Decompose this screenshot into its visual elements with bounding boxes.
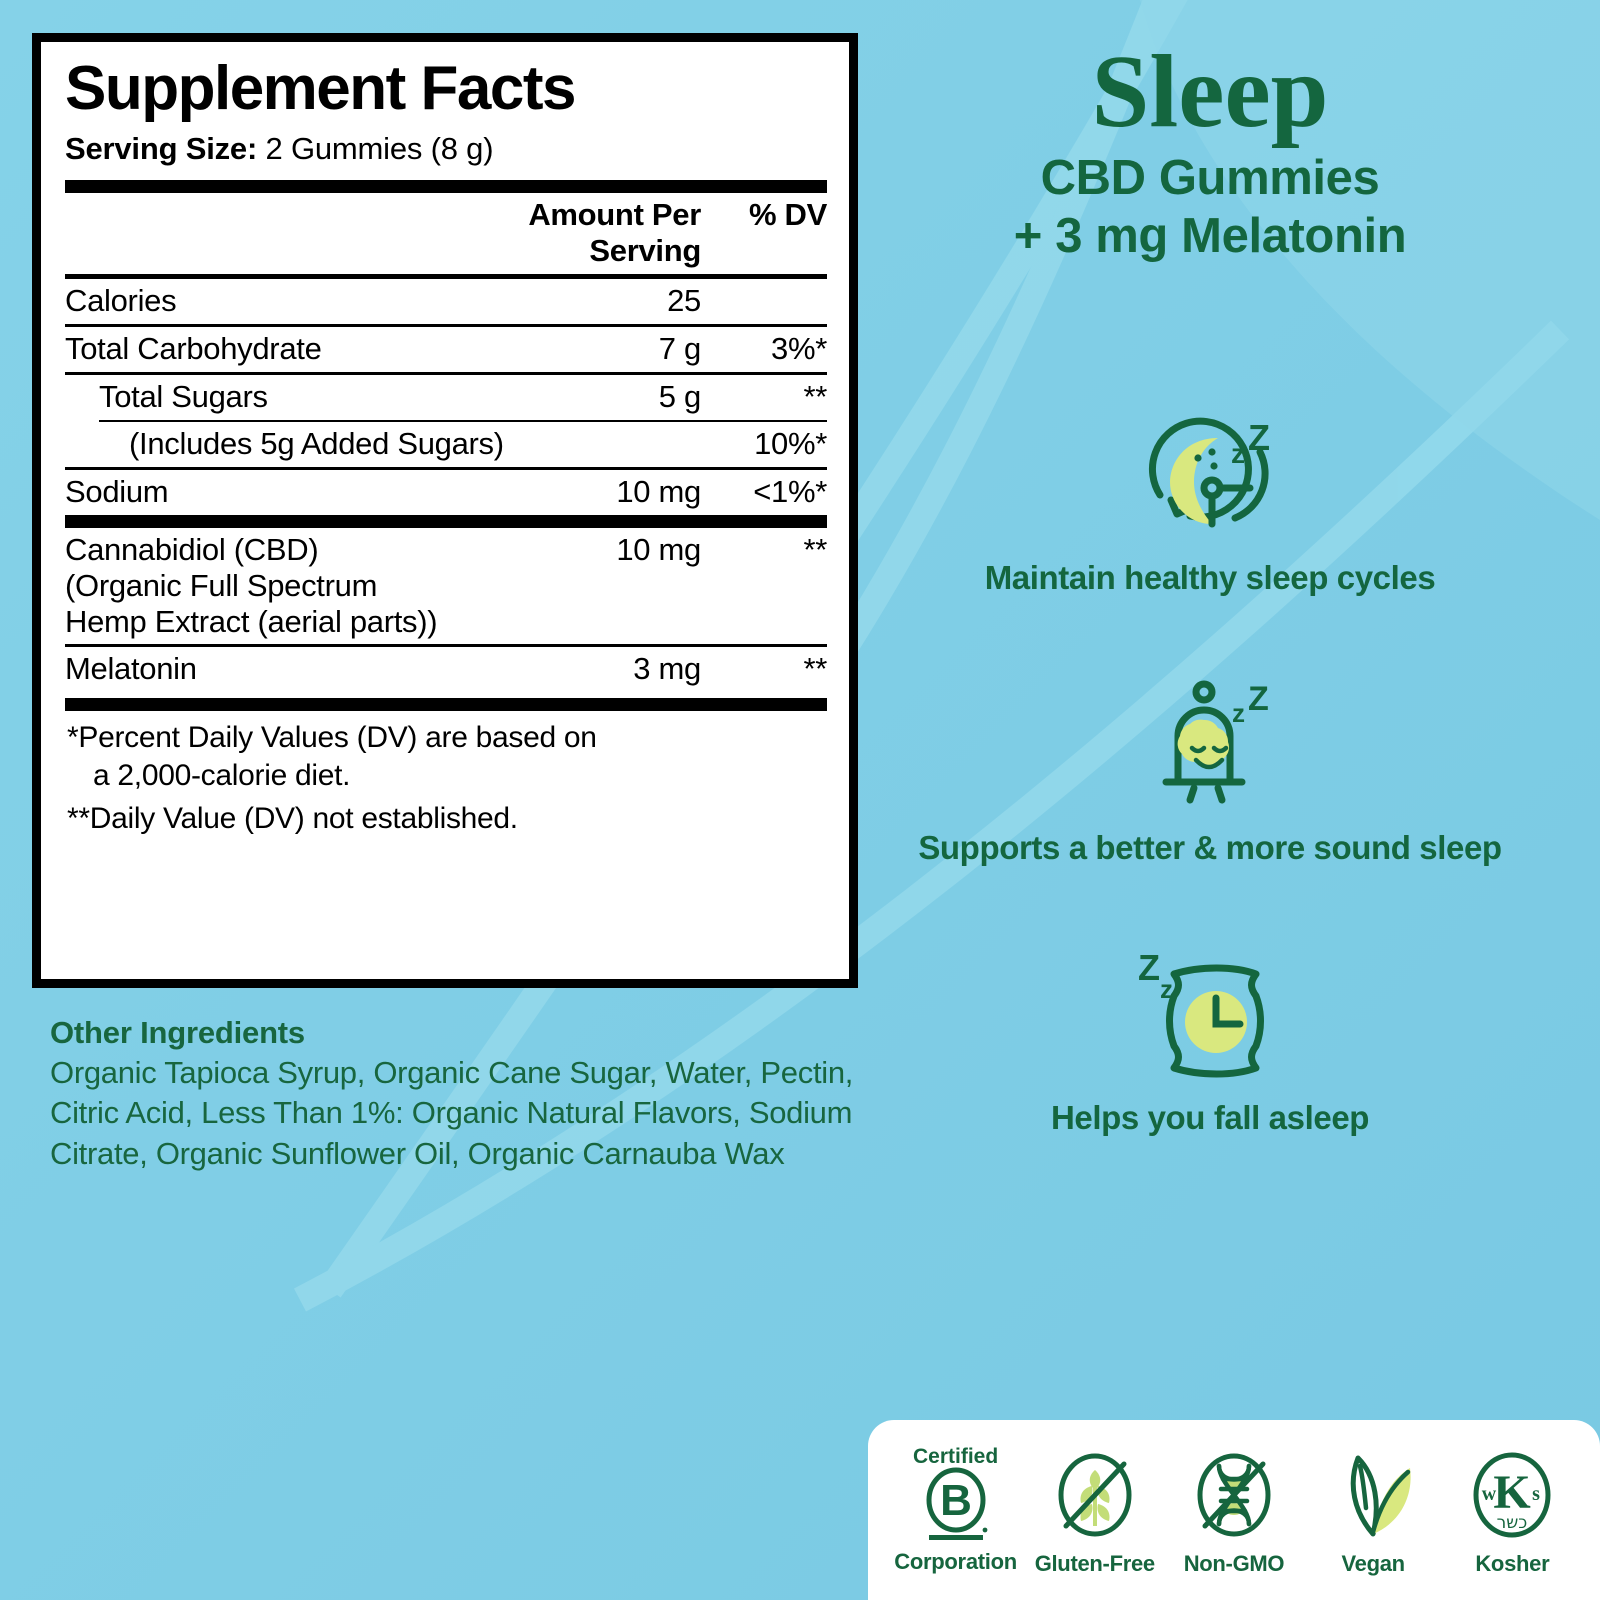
kosher-wks-icon: K w s כשר xyxy=(1448,1443,1576,1547)
svg-text:K: K xyxy=(1494,1466,1531,1519)
row-amount: 25 xyxy=(667,282,701,318)
row-amount: 10 mg xyxy=(616,531,701,567)
other-ingredients-body: Organic Tapioca Syrup, Organic Cane Suga… xyxy=(50,1055,854,1171)
other-ingredients-heading: Other Ingredients xyxy=(50,1015,305,1050)
row-label: Total Carbohydrate xyxy=(65,330,322,366)
actives-table: Cannabidiol (CBD) (Organic Full Spectrum… xyxy=(65,528,827,693)
benefit-caption: Supports a better & more sound sleep xyxy=(918,829,1502,866)
benefit-item-1: z Z Maintain healthy sleep cycles xyxy=(860,395,1560,597)
row-amount: 3 mg xyxy=(633,651,701,687)
row-label: Melatonin xyxy=(65,651,197,687)
gluten-free-icon xyxy=(1031,1443,1159,1547)
sleeping-bell-face-icon: z Z xyxy=(860,665,1560,815)
svg-text:Z: Z xyxy=(1248,417,1270,458)
row-dv: ** xyxy=(803,651,827,687)
benefit-item-2: z Z Supports a better & more sound sleep xyxy=(860,665,1560,867)
badge-gluten-free: Gluten-Free xyxy=(1031,1443,1159,1577)
table-row: Total Carbohydrate 7 g 3%* xyxy=(65,327,827,372)
row-label: Total Sugars xyxy=(99,378,268,414)
svg-text:B: B xyxy=(940,1476,972,1525)
badge-non-gmo: Non-GMO xyxy=(1170,1443,1298,1577)
row-divider xyxy=(65,466,827,470)
serving-size-value: 2 Gummies (8 g) xyxy=(265,130,494,166)
hero-subtitle-2: + 3 mg Melatonin xyxy=(1013,209,1407,263)
row-amount: 7 g xyxy=(658,330,702,366)
row-amount: 5 g xyxy=(658,378,702,414)
badge-vegan: Vegan xyxy=(1309,1443,1437,1577)
badge-label: Corporation xyxy=(894,1548,1017,1574)
table-header-row: Amount Per Serving % DV xyxy=(65,193,827,274)
table-row: Melatonin 3 mg ** xyxy=(65,647,827,692)
serving-size-line: Serving Size: 2 Gummies (8 g) xyxy=(65,131,827,167)
supplement-facts-panel: Supplement Facts Serving Size: 2 Gummies… xyxy=(32,33,858,988)
row-divider xyxy=(65,323,827,327)
product-hero: Sleep CBD Gummies + 3 mg Melatonin xyxy=(880,40,1540,264)
svg-text:w: w xyxy=(1482,1483,1497,1505)
row-label: Calories xyxy=(65,282,177,318)
row-label: Sodium xyxy=(65,473,169,509)
divider-under-header xyxy=(65,273,827,279)
header-percent-dv: % DV xyxy=(748,196,827,232)
divider-before-actives xyxy=(65,514,827,528)
badge-label: Kosher xyxy=(1475,1551,1550,1576)
row-divider xyxy=(99,419,827,422)
supplement-facts-table: Amount Per Serving % DV xyxy=(65,193,827,274)
svg-text:Z: Z xyxy=(1138,947,1160,988)
header-amount-per-serving: Amount Per Serving xyxy=(528,196,701,268)
row-amount: 10 mg xyxy=(616,473,701,509)
footnotes: *Percent Daily Values (DV) are based on … xyxy=(65,711,827,837)
badge-b-corp: Certified B Corporation xyxy=(892,1446,1020,1575)
table-row: Total Sugars 5 g ** xyxy=(65,375,827,420)
row-dv: ** xyxy=(803,378,827,414)
svg-text:z: z xyxy=(1231,438,1245,469)
row-label: (Includes 5g Added Sugars) xyxy=(129,425,504,461)
non-gmo-icon xyxy=(1170,1443,1298,1547)
divider-thick-top xyxy=(65,179,827,193)
svg-text:s: s xyxy=(1532,1483,1540,1505)
divider-before-footnotes xyxy=(65,698,827,712)
row-dv xyxy=(701,279,827,324)
serving-size-label: Serving Size: xyxy=(65,130,258,166)
row-divider xyxy=(65,371,827,375)
badge-label: Non-GMO xyxy=(1183,1551,1285,1576)
moon-clock-zzz-icon: z Z xyxy=(860,395,1560,545)
row-dv: 10%* xyxy=(754,425,827,461)
row-label: Cannabidiol (CBD) (Organic Full Spectrum… xyxy=(65,531,438,639)
b-corp-certified-label: Certified xyxy=(913,1444,999,1468)
other-ingredients-block: Other Ingredients Organic Tapioca Syrup,… xyxy=(50,1015,890,1174)
supplement-facts-title: Supplement Facts xyxy=(65,54,577,123)
svg-text:כשר: כשר xyxy=(1497,1513,1528,1533)
table-row: Calories 25 xyxy=(65,279,827,324)
svg-text:z: z xyxy=(1160,974,1173,1004)
pillow-clock-zzz-icon: Z z xyxy=(860,935,1560,1085)
benefit-caption: Maintain healthy sleep cycles xyxy=(984,559,1436,596)
svg-text:Z: Z xyxy=(1248,680,1269,718)
table-row: Sodium 10 mg <1%* xyxy=(65,470,827,515)
row-dv: <1%* xyxy=(753,473,827,509)
vegan-leaf-icon xyxy=(1309,1443,1437,1547)
certification-badges-card: Certified B Corporation xyxy=(868,1420,1600,1600)
badge-kosher: K w s כשר Kosher xyxy=(1448,1443,1576,1577)
nutrients-table: Calories 25 Total Carbohydrate 7 g 3%* T… xyxy=(65,279,827,515)
badge-label: Gluten-Free xyxy=(1034,1551,1155,1576)
benefit-item-3: Z z Helps you fall asleep xyxy=(860,935,1560,1137)
footnote-line-3: **Daily Value (DV) not established. xyxy=(67,801,518,835)
row-dv: ** xyxy=(803,531,827,567)
svg-text:z: z xyxy=(1232,698,1245,728)
footnote-line-1: *Percent Daily Values (DV) are based on xyxy=(67,721,597,755)
row-divider xyxy=(65,644,827,648)
table-row: (Includes 5g Added Sugars) 10%* xyxy=(65,422,827,467)
page-title: Sleep xyxy=(1091,34,1329,149)
table-row: Cannabidiol (CBD) (Organic Full Spectrum… xyxy=(65,528,827,645)
badge-label: Vegan xyxy=(1341,1551,1406,1576)
footnote-line-2: a 2,000-calorie diet. xyxy=(93,758,351,792)
row-dv: 3%* xyxy=(771,330,827,366)
benefit-caption: Helps you fall asleep xyxy=(1050,1099,1370,1136)
hero-subtitle-1: CBD Gummies xyxy=(1040,151,1380,205)
b-corp-icon: B xyxy=(892,1467,1020,1545)
